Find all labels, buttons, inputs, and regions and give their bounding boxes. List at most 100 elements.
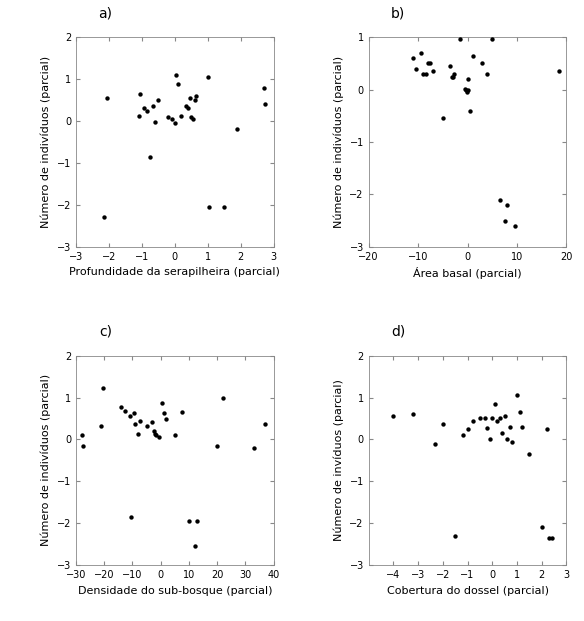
Y-axis label: Número de indivíduos (parcial): Número de indivíduos (parcial): [333, 56, 344, 228]
Point: [450, 531, 460, 541]
Point: [502, 200, 512, 210]
Point: [177, 407, 186, 417]
Point: [135, 89, 145, 99]
Point: [456, 34, 465, 44]
Text: b): b): [391, 6, 405, 20]
X-axis label: Área basal (parcial): Área basal (parcial): [413, 267, 522, 279]
Point: [423, 58, 433, 68]
Point: [458, 430, 467, 440]
Point: [129, 409, 138, 419]
Point: [170, 430, 179, 440]
Point: [438, 419, 447, 428]
Point: [488, 34, 497, 44]
Point: [193, 516, 202, 526]
Point: [431, 438, 440, 448]
Point: [418, 69, 427, 79]
Point: [498, 428, 507, 438]
Y-axis label: Número de indivíduos (parcial): Número de indivíduos (parcial): [41, 56, 51, 228]
Point: [507, 437, 517, 446]
Point: [190, 542, 199, 551]
Point: [468, 415, 477, 425]
Point: [483, 423, 492, 433]
Point: [463, 74, 472, 84]
Point: [428, 66, 437, 76]
Point: [547, 533, 557, 543]
Point: [149, 426, 158, 436]
Point: [152, 430, 161, 440]
Point: [483, 69, 492, 79]
Point: [155, 432, 164, 442]
Point: [542, 424, 551, 434]
Point: [408, 409, 418, 419]
Point: [478, 58, 487, 68]
Point: [185, 516, 194, 526]
Point: [249, 443, 259, 453]
Point: [135, 415, 144, 425]
Point: [260, 419, 270, 428]
Point: [510, 221, 519, 231]
Point: [468, 51, 477, 61]
Point: [145, 152, 155, 161]
Point: [544, 533, 554, 543]
Point: [426, 58, 435, 68]
X-axis label: Profundidade da serapilheira (parcial): Profundidade da serapilheira (parcial): [69, 267, 280, 277]
Point: [490, 399, 499, 409]
Point: [492, 415, 502, 425]
Point: [261, 99, 270, 109]
Point: [188, 114, 197, 124]
Point: [103, 93, 112, 103]
Point: [172, 70, 181, 80]
Point: [131, 419, 140, 428]
Point: [461, 84, 471, 94]
Point: [515, 407, 524, 417]
Point: [99, 212, 109, 222]
Point: [185, 93, 194, 103]
Point: [500, 215, 509, 225]
Point: [170, 118, 179, 128]
Point: [512, 391, 522, 401]
Point: [162, 414, 171, 424]
Point: [220, 202, 229, 212]
Point: [411, 64, 420, 74]
X-axis label: Densidade do sub-bosque (parcial): Densidade do sub-bosque (parcial): [78, 586, 272, 596]
Point: [495, 194, 505, 204]
Point: [517, 422, 527, 432]
Y-axis label: Número de indivíduos (parcial): Número de indivíduos (parcial): [41, 374, 51, 546]
Point: [259, 83, 269, 93]
Point: [77, 430, 86, 440]
Point: [389, 412, 398, 422]
Point: [203, 72, 213, 82]
Point: [449, 69, 458, 79]
Point: [446, 61, 455, 71]
Point: [416, 48, 425, 58]
Point: [158, 397, 167, 407]
Point: [98, 383, 107, 393]
Point: [485, 435, 495, 445]
Point: [134, 111, 143, 121]
Point: [126, 512, 135, 522]
Point: [213, 441, 222, 451]
Point: [463, 84, 472, 94]
Point: [177, 111, 186, 121]
Point: [205, 202, 214, 212]
Point: [447, 71, 457, 81]
Point: [97, 421, 106, 431]
Point: [488, 414, 497, 424]
Point: [463, 424, 472, 434]
Point: [182, 101, 191, 111]
Point: [139, 104, 148, 114]
Point: [133, 430, 142, 440]
Point: [116, 402, 126, 412]
Point: [187, 112, 196, 122]
Point: [233, 124, 242, 134]
Point: [495, 414, 505, 424]
Y-axis label: Número de invíduos (parcial): Número de invíduos (parcial): [333, 379, 344, 542]
Point: [150, 430, 159, 440]
Point: [438, 114, 447, 124]
Point: [164, 112, 173, 122]
Point: [505, 422, 515, 432]
Point: [421, 69, 430, 79]
Point: [150, 117, 159, 127]
Point: [463, 88, 472, 97]
Point: [500, 412, 509, 422]
